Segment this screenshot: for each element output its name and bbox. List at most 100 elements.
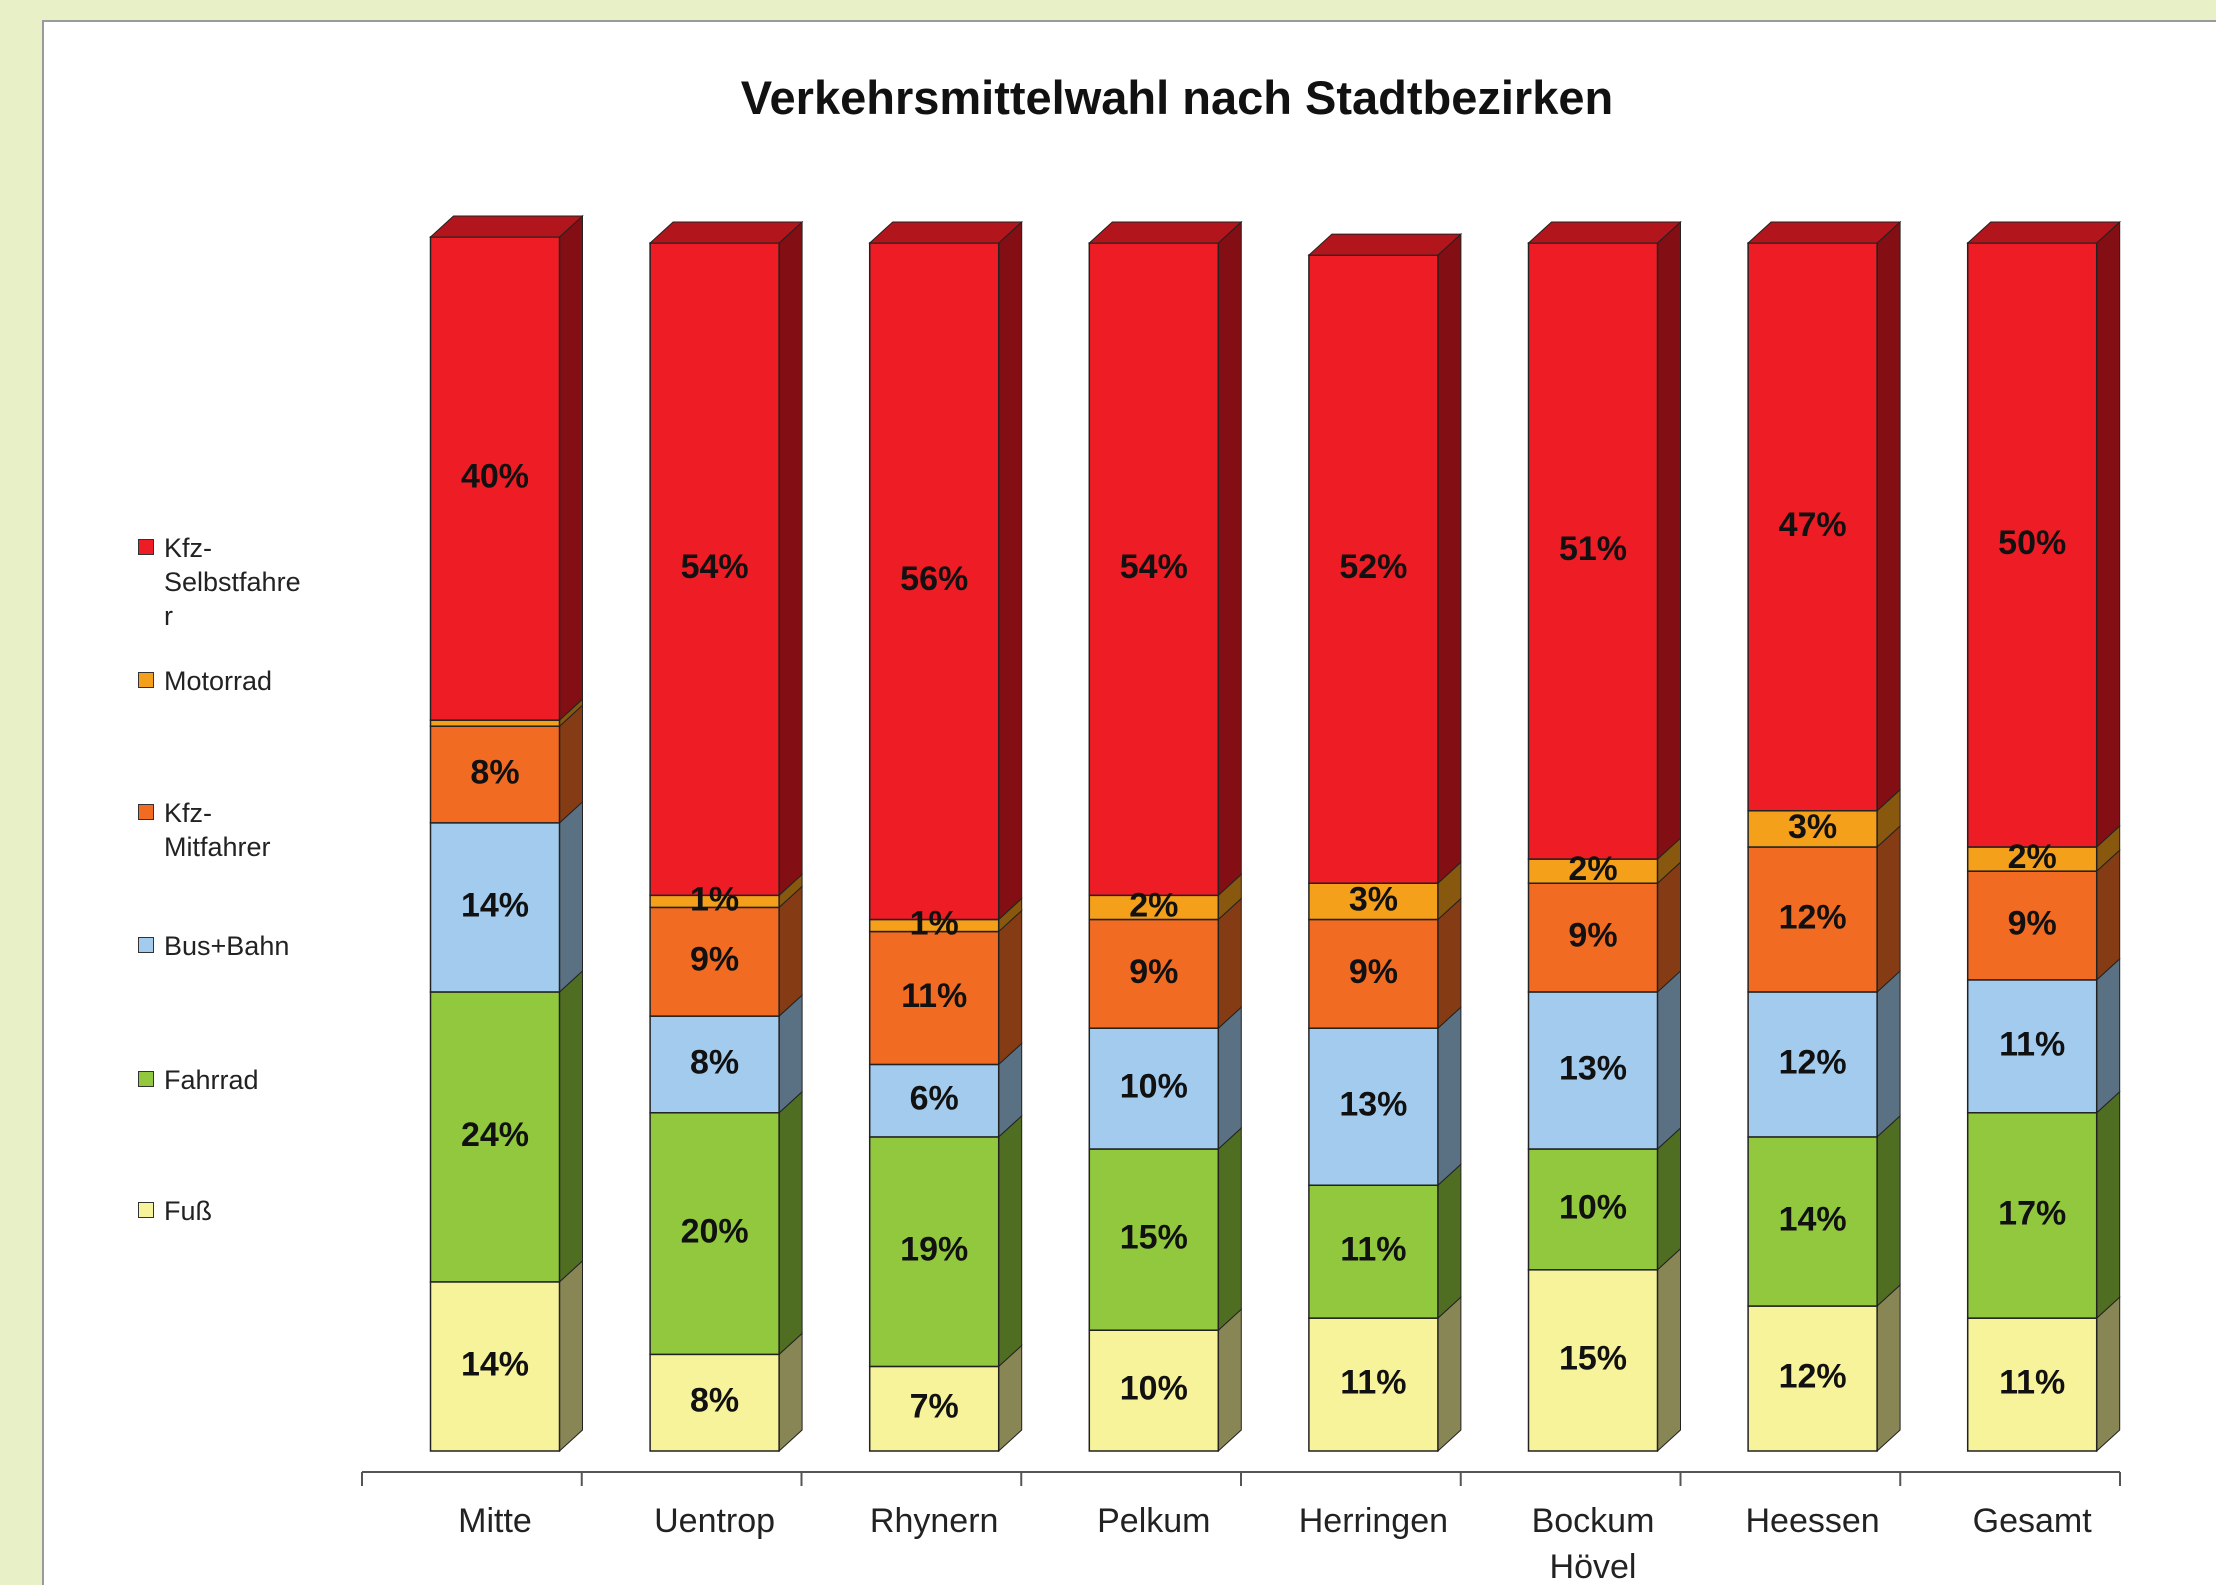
bar-side <box>1217 1308 1242 1453</box>
bar-side <box>1217 220 1242 897</box>
value-label: 9% <box>1129 953 1178 991</box>
x-tick-label: Gesamt <box>1972 1502 2092 1540</box>
bar-side <box>998 1114 1023 1368</box>
bar-segment <box>1747 991 1878 1138</box>
value-label: 14% <box>461 1345 529 1383</box>
bar-segment <box>868 242 1000 921</box>
bar-side <box>1876 824 1901 994</box>
bar-segment <box>1527 882 1659 993</box>
value-label: 2% <box>1568 850 1617 888</box>
value-label: 20% <box>681 1213 749 1251</box>
legend-label: Motorrad <box>164 666 273 696</box>
value-label: 8% <box>470 754 519 792</box>
legend-item: Fahrrad <box>138 1063 338 1097</box>
legend-swatch <box>138 672 154 688</box>
bar-segment <box>1308 1317 1439 1452</box>
legend-label: Kfz-Selbstfahrer <box>164 533 301 631</box>
value-label: 50% <box>1998 524 2066 562</box>
bar-side <box>2096 849 2121 982</box>
value-label: 14% <box>461 886 529 924</box>
bar-segment <box>868 1365 1000 1452</box>
bar-segment <box>1747 846 1878 993</box>
value-label: 6% <box>910 1080 959 1118</box>
value-label: 12% <box>1779 1358 1847 1396</box>
bar-top <box>429 215 584 238</box>
bar-top <box>1746 221 1902 244</box>
bar-side <box>778 220 803 897</box>
chart-title: Verkehrsmittelwahl nach Stadtbezirken <box>740 71 1614 124</box>
legend-item: Bus+Bahn <box>138 929 338 963</box>
value-label: 11% <box>1999 1025 2065 1063</box>
bar-side <box>778 885 803 1018</box>
x-tick-label: Uentrop <box>654 1502 776 1540</box>
bar-side <box>1657 969 1681 1151</box>
bar-segment <box>649 1353 780 1452</box>
bar-side <box>1657 861 1681 994</box>
bar-side <box>1657 1247 1681 1453</box>
bar-side <box>1876 969 1901 1139</box>
bar-side <box>559 969 583 1284</box>
value-label: 13% <box>1339 1086 1407 1124</box>
legend-label: Fuß <box>164 1196 213 1226</box>
bar-segment <box>429 719 561 727</box>
bar-side <box>2096 1295 2121 1453</box>
x-tick-label: Bockum Hövel <box>1531 1502 1655 1585</box>
value-label: 7% <box>910 1388 959 1426</box>
value-label: 1% <box>690 880 739 918</box>
x-tick-label: Mitte <box>458 1502 532 1540</box>
value-label: 15% <box>1120 1219 1188 1257</box>
bar-side <box>1217 1126 1242 1332</box>
x-tick-label: Pelkum <box>1097 1502 1211 1540</box>
bar-side <box>1437 1163 1462 1320</box>
value-label: 11% <box>1999 1364 2065 1402</box>
legend-swatch <box>138 937 154 953</box>
value-label: 47% <box>1779 506 1847 544</box>
bar-segment <box>1088 242 1220 897</box>
bar-side <box>998 909 1023 1066</box>
bar-top <box>648 221 804 244</box>
value-label: 9% <box>1349 953 1398 991</box>
value-label: 11% <box>1340 1231 1406 1269</box>
bar-side <box>559 1259 583 1453</box>
bar-side <box>1437 897 1462 1030</box>
value-label: 11% <box>1340 1364 1406 1402</box>
bar-side <box>2096 957 2121 1114</box>
value-label: 2% <box>1129 886 1178 924</box>
bar-side <box>2096 1090 2121 1320</box>
legend-label: Kfz-Mitfahrer <box>164 798 271 862</box>
value-label: 19% <box>900 1231 968 1269</box>
bar-segment <box>1088 894 1220 921</box>
bar-segment <box>1308 1184 1439 1319</box>
value-label: 12% <box>1779 898 1847 936</box>
value-label: 10% <box>1120 1370 1188 1408</box>
legend-item: Motorrad <box>138 664 338 698</box>
value-label: 14% <box>1779 1200 1847 1238</box>
legend-label: Fahrrad <box>164 1065 259 1095</box>
value-label: 11% <box>901 977 967 1015</box>
legend-swatch <box>138 539 154 555</box>
value-label: 54% <box>681 548 749 586</box>
legend-swatch <box>138 1202 154 1218</box>
value-label: 10% <box>1120 1068 1188 1106</box>
bar-segment <box>1308 254 1439 884</box>
value-label: 8% <box>690 1043 739 1081</box>
value-label: 10% <box>1559 1188 1627 1226</box>
bar-top <box>1307 233 1463 256</box>
value-label: 9% <box>1568 917 1617 955</box>
legend-item: Kfz-Mitfahrer <box>138 796 338 864</box>
value-label: 3% <box>1349 880 1398 918</box>
bar-segment <box>1308 918 1439 1029</box>
bar-top <box>1088 221 1243 244</box>
bar-segment <box>429 236 561 721</box>
bar-segment <box>429 991 561 1283</box>
bar-segment <box>649 1015 780 1114</box>
bar-side <box>1876 1114 1901 1308</box>
bar-side <box>1437 1295 1462 1453</box>
bar-segment <box>1088 1148 1220 1331</box>
bar-segment <box>1747 1136 1878 1307</box>
value-label: 56% <box>900 560 968 598</box>
bar-side <box>778 1090 803 1356</box>
bar-side <box>1657 1126 1681 1271</box>
bar-segment <box>1308 1027 1439 1186</box>
